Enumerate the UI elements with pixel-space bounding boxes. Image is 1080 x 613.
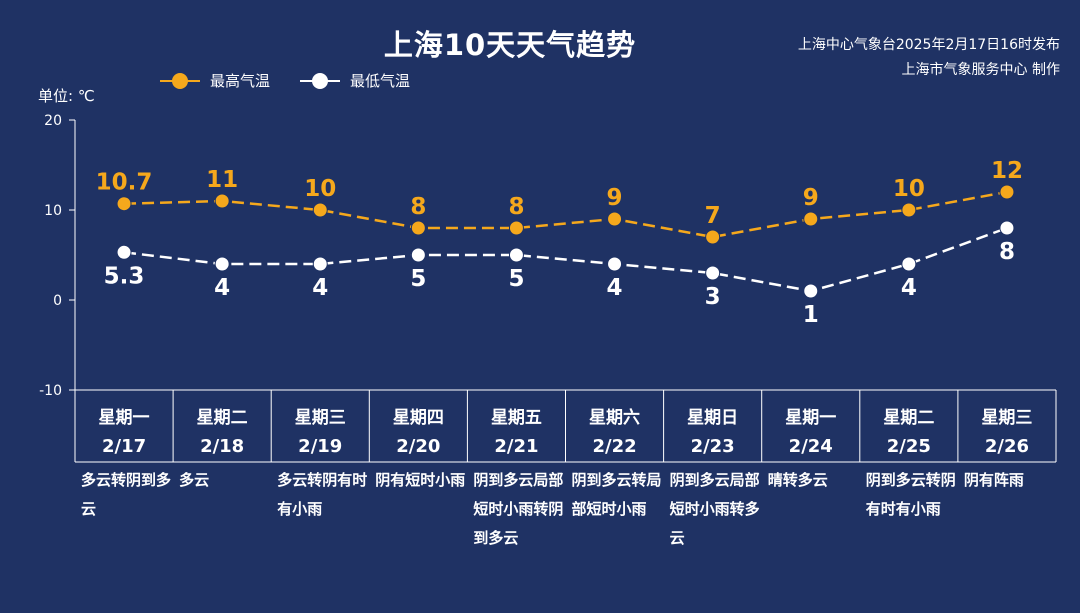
y-tick-label: 10 — [44, 203, 62, 219]
data-point-high — [508, 220, 524, 236]
data-label-low: 5 — [410, 266, 426, 292]
x-tick-weekday: 星期一 — [785, 408, 836, 428]
data-label-high: 10.7 — [96, 170, 153, 196]
legend-item-low[interactable]: 最低气温 — [300, 70, 410, 91]
x-tick-weekday: 星期二 — [883, 408, 934, 428]
data-label-high: 7 — [705, 203, 721, 229]
data-label-low: 4 — [312, 275, 328, 301]
weather-descriptions: 多云转阴到多云 多云 多云转阴有时有小雨 阴有短时小雨 阴到多云局部短时小雨转阴到多云阴… — [75, 466, 1056, 606]
data-label-low: 5.3 — [104, 263, 145, 289]
data-label-low: 4 — [901, 275, 917, 301]
data-point-low — [508, 247, 524, 263]
weather-description: 阴有阵雨 — [963, 471, 1024, 489]
x-tick-date: 2/23 — [691, 436, 735, 457]
x-tick-weekday: 星期日 — [687, 408, 738, 428]
data-point-high — [901, 202, 917, 218]
data-label-high: 9 — [607, 185, 623, 211]
data-point-low — [705, 265, 721, 281]
x-tick-date: 2/18 — [200, 436, 244, 457]
data-point-low — [214, 256, 230, 272]
data-point-low — [901, 256, 917, 272]
x-tick-weekday: 星期五 — [491, 408, 542, 428]
x-tick-date: 2/26 — [985, 436, 1029, 457]
data-label-high: 8 — [410, 194, 426, 220]
data-point-high — [410, 220, 426, 236]
weather-description: 多云转阴到多云 — [81, 471, 172, 518]
data-point-high — [214, 193, 230, 209]
series-line-high — [124, 190, 1008, 239]
data-label-low: 4 — [214, 275, 230, 301]
data-point-low — [999, 220, 1015, 236]
data-label-high: 9 — [803, 185, 819, 211]
x-tick-weekday: 星期三 — [295, 408, 346, 428]
unit-label: 单位: ℃ — [38, 87, 95, 105]
data-label-high: 10 — [304, 176, 336, 202]
legend-swatch-low — [300, 71, 341, 91]
x-tick-date: 2/22 — [592, 436, 636, 457]
source-line-issuer: 上海中心气象台2025年2月17日16时发布 — [797, 37, 1060, 53]
x-tick-weekday: 星期四 — [393, 408, 444, 428]
data-label-low: 1 — [803, 302, 819, 328]
weather-description: 阴到多云转阴有时有小雨 — [865, 471, 956, 518]
weather-description: 阴到多云转局部短时小雨 — [571, 471, 662, 518]
data-point-low — [803, 283, 819, 299]
data-label-high: 12 — [991, 158, 1023, 184]
weather-description: 晴转多云 — [767, 471, 828, 489]
weather-description: 阴到多云局部短时小雨转阴到多云 — [473, 471, 564, 547]
legend-label-low: 最低气温 — [350, 72, 411, 90]
data-label-low: 3 — [705, 284, 721, 310]
source-info: 上海中心气象台2025年2月17日16时发布 上海市气象服务中心 制作 — [798, 33, 1060, 83]
x-tick-date: 2/17 — [102, 436, 146, 457]
x-tick-date: 2/24 — [789, 436, 833, 457]
x-tick-date: 2/21 — [494, 436, 538, 457]
data-label-high: 10 — [893, 176, 925, 202]
data-point-low — [607, 256, 623, 272]
legend: 最高气温 最低气温 — [160, 70, 410, 91]
data-point-low — [410, 247, 426, 263]
data-point-low — [312, 256, 328, 272]
data-point-high — [312, 202, 328, 218]
x-tick-weekday: 星期一 — [99, 408, 150, 428]
legend-label-high: 最高气温 — [210, 72, 271, 90]
data-point-high — [607, 211, 623, 227]
source-line-producer: 上海市气象服务中心 制作 — [901, 62, 1060, 78]
legend-item-high[interactable]: 最高气温 — [160, 70, 270, 91]
weather-description: 多云转阴有时有小雨 — [277, 471, 368, 518]
legend-swatch-high — [160, 71, 200, 91]
data-label-low: 4 — [607, 275, 623, 301]
chart-title: 上海10天天气趋势 — [383, 28, 637, 62]
data-point-high — [803, 211, 819, 227]
data-label-high: 11 — [206, 167, 238, 193]
y-tick-label: 0 — [53, 293, 62, 309]
y-tick-label: 20 — [44, 113, 62, 129]
data-point-high — [705, 229, 721, 245]
data-point-high — [999, 184, 1015, 200]
data-point-high — [116, 196, 132, 212]
y-tick-label: -10 — [39, 383, 62, 399]
data-point-low — [116, 244, 132, 260]
data-label-low: 5 — [508, 266, 524, 292]
x-tick-weekday: 星期二 — [197, 408, 248, 428]
x-tick-date: 2/19 — [298, 436, 342, 457]
x-tick-date: 2/25 — [887, 436, 931, 457]
series-line-low — [123, 226, 1008, 293]
x-tick-weekday: 星期六 — [589, 407, 640, 428]
data-label-low: 8 — [999, 239, 1015, 265]
weather-description: 阴到多云局部短时小雨转多云 — [669, 471, 760, 547]
data-label-high: 8 — [508, 194, 524, 220]
x-tick-date: 2/20 — [396, 436, 440, 457]
x-tick-weekday: 星期三 — [981, 408, 1032, 428]
weather-description: 阴有短时小雨 — [375, 471, 466, 489]
weather-description: 多云 — [179, 471, 210, 489]
